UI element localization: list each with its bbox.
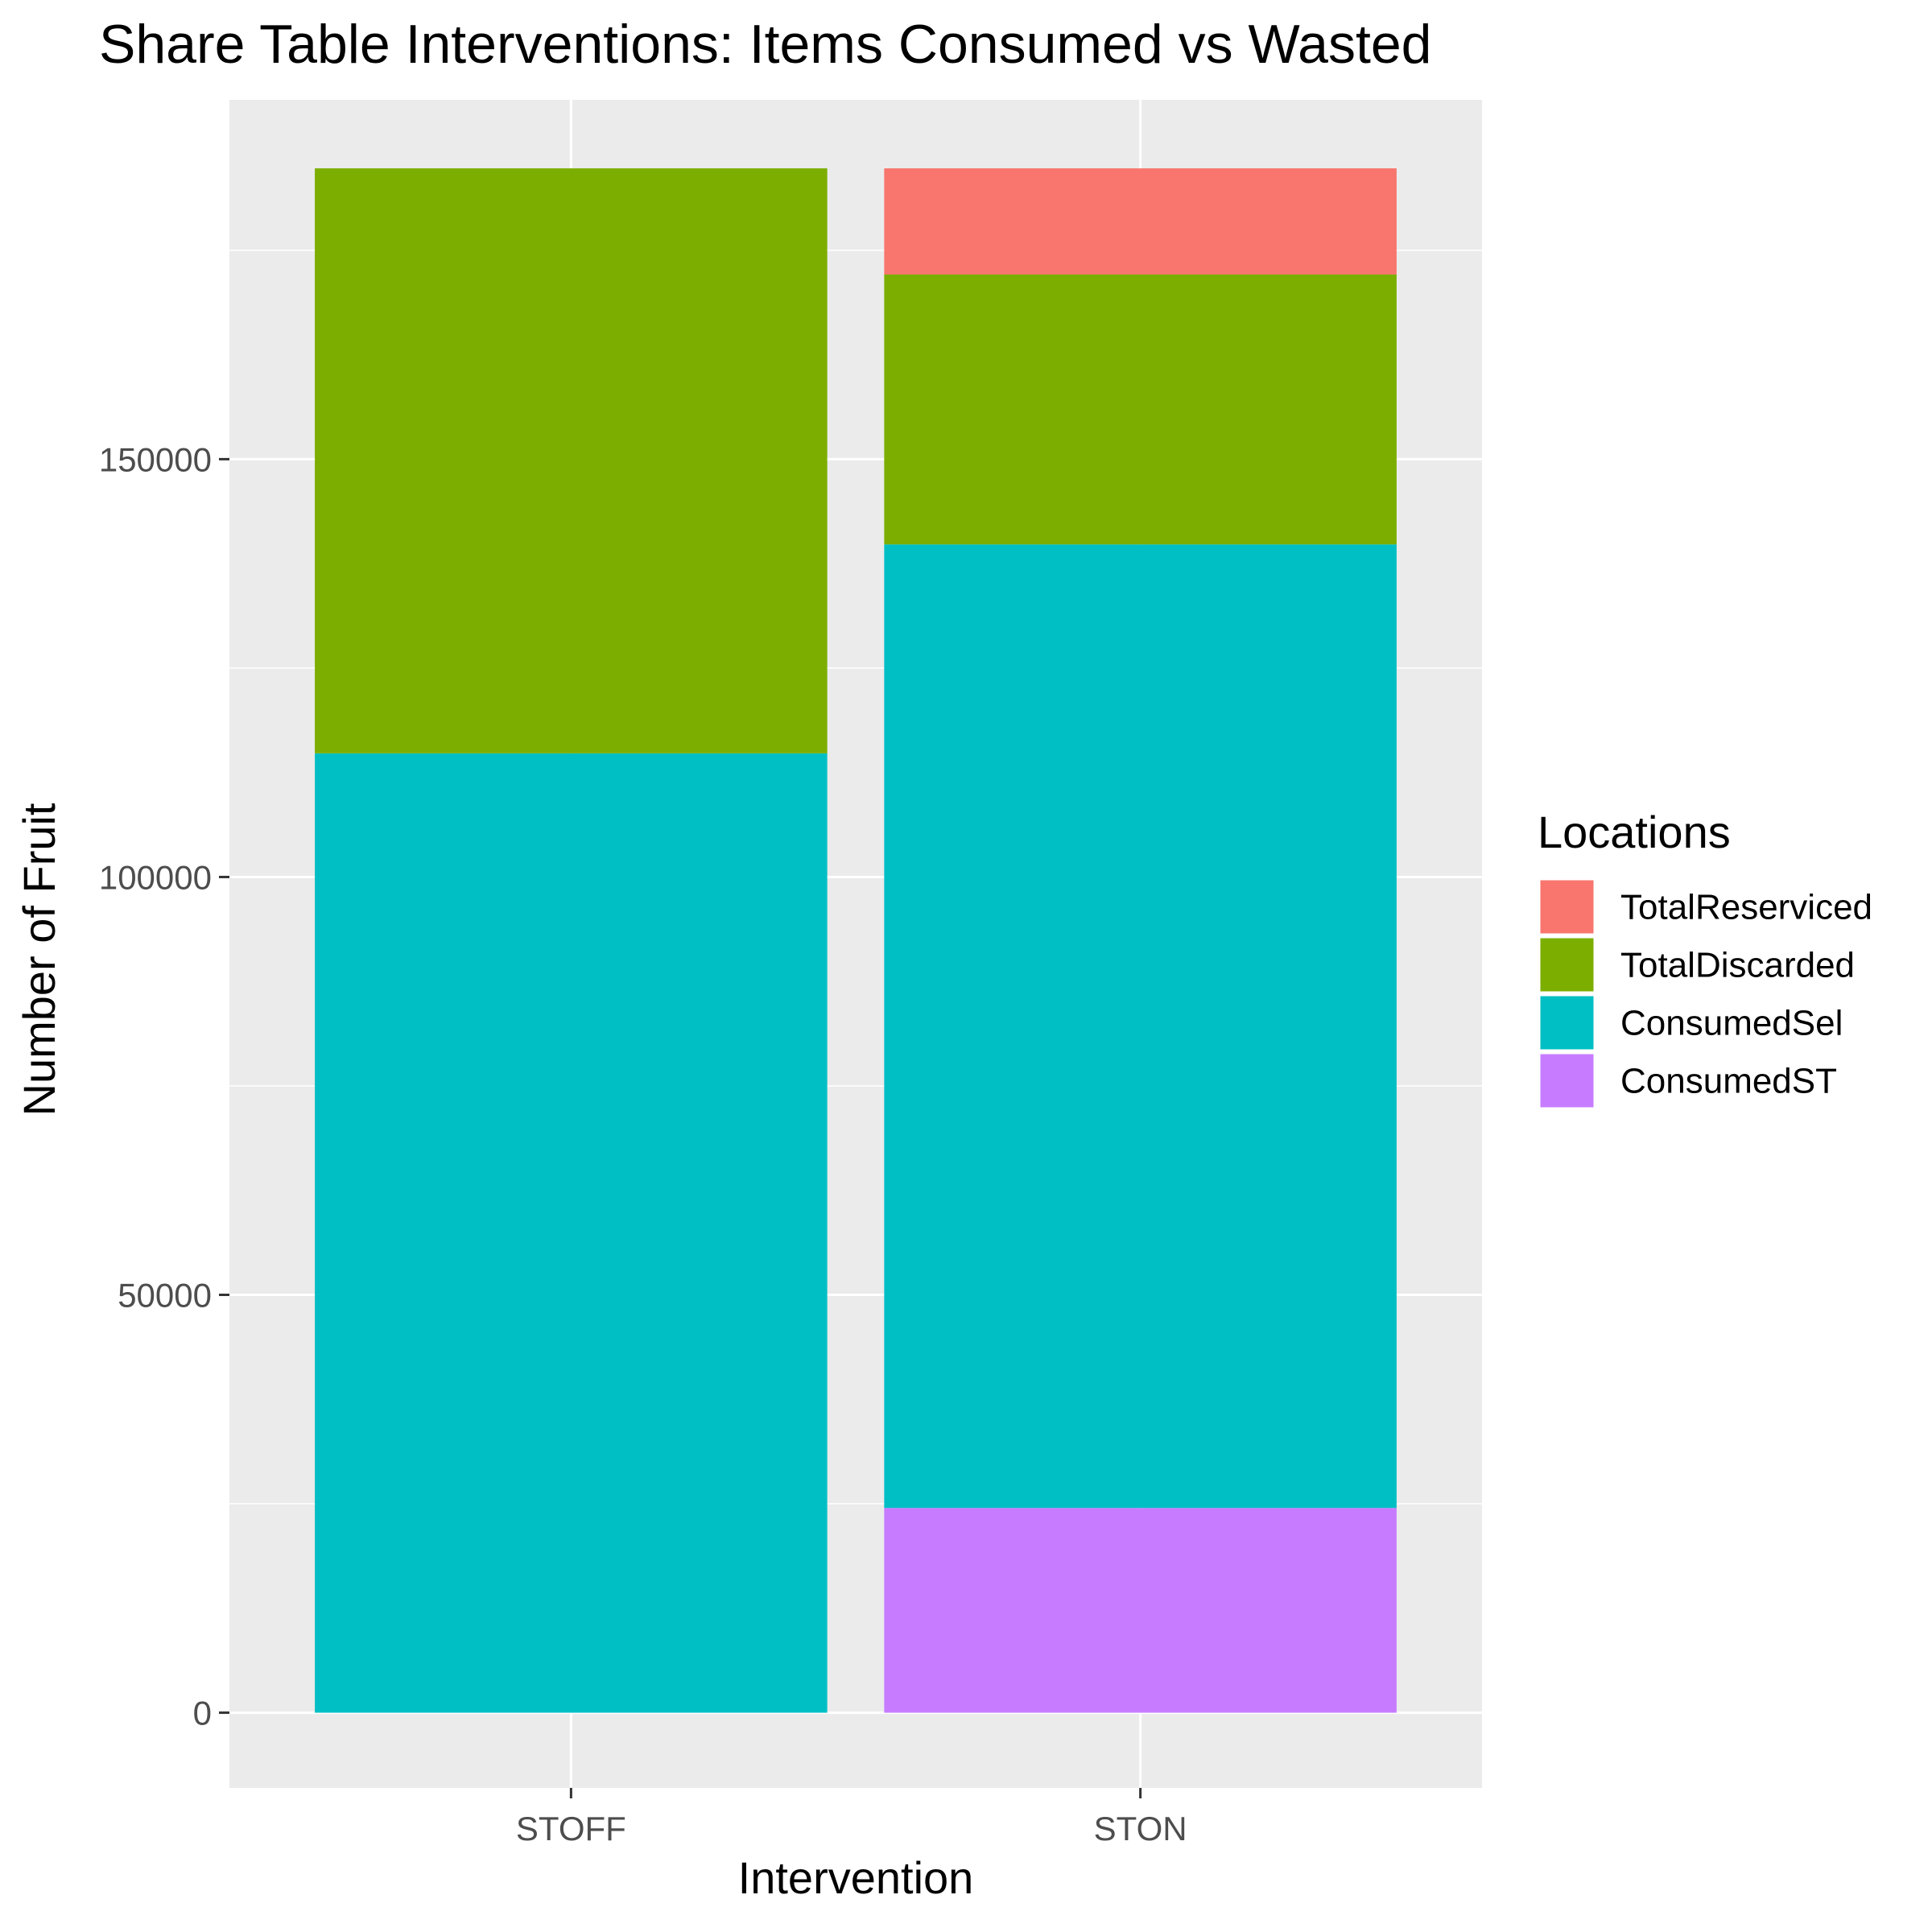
- legend-label: ConsumedSel: [1620, 1004, 1843, 1043]
- legend-key: [1538, 1051, 1596, 1110]
- legend-label: TotalReserviced: [1620, 888, 1872, 927]
- legend-title: Locations: [1538, 807, 1731, 857]
- y-tick-label: 150000: [99, 440, 212, 478]
- x-axis: STOFF STON: [516, 1788, 1187, 1847]
- bar-segment-stoff-consumedsel: [315, 753, 828, 1713]
- legend-items: TotalReserviced TotalDiscarded ConsumedSel…: [1538, 877, 1872, 1110]
- x-tick-label: STON: [1094, 1810, 1187, 1847]
- y-tick-label: 100000: [99, 858, 212, 896]
- bar-segment-ston-consumedst: [884, 1508, 1397, 1713]
- bar-segment-ston-totalreserviced: [884, 168, 1397, 275]
- x-axis-title: Intervention: [738, 1852, 974, 1903]
- bar-segment-stoff-totaldiscarded: [315, 168, 828, 753]
- legend-key: [1538, 993, 1596, 1052]
- bars: [315, 168, 1397, 1713]
- bar-segment-ston-totaldiscarded: [884, 274, 1397, 545]
- y-tick-label: 50000: [118, 1277, 212, 1315]
- bar-segment-ston-consumedsel: [884, 544, 1397, 1509]
- legend-label: ConsumedST: [1620, 1062, 1837, 1101]
- legend-key: [1538, 935, 1596, 994]
- y-tick-label: 0: [193, 1695, 212, 1732]
- legend-key: [1538, 877, 1596, 936]
- x-tick-label: STOFF: [516, 1810, 626, 1847]
- y-axis: 0 50000 100000 150000: [99, 440, 229, 1732]
- chart-title: Share Table Interventions: Items Consume…: [99, 14, 1431, 75]
- legend: Locations TotalReserviced TotalDiscarded C…: [1538, 807, 1872, 1110]
- legend-label: TotalDiscarded: [1620, 946, 1855, 985]
- y-axis-title: Number of Fruit: [14, 803, 64, 1116]
